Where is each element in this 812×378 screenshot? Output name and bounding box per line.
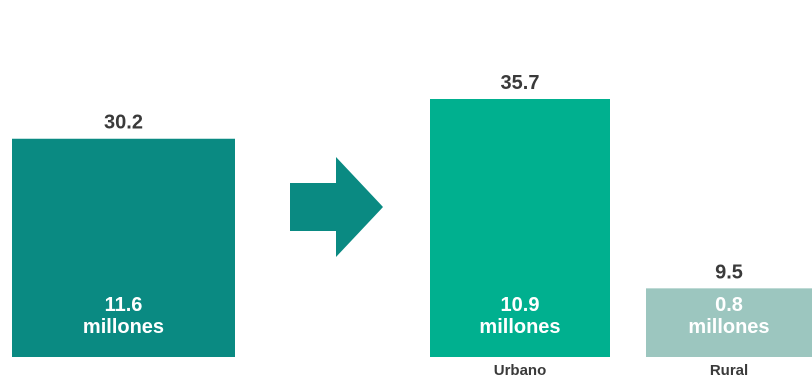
right-arrow-icon bbox=[290, 157, 383, 257]
bars-layer bbox=[12, 99, 812, 357]
bar-inner-unit: millones bbox=[479, 316, 560, 338]
bar-inner-value: 0.8 bbox=[715, 294, 743, 316]
bar-inner-unit: millones bbox=[688, 316, 769, 338]
bar-inner-value: 10.9 bbox=[501, 294, 540, 316]
data-label: 9.5 bbox=[715, 261, 743, 283]
data-label: 30.2 bbox=[104, 112, 143, 134]
bar bbox=[646, 288, 812, 357]
bar bbox=[12, 138, 235, 357]
bar bbox=[430, 99, 610, 357]
data-label: 35.7 bbox=[501, 72, 540, 94]
category-label: Rural bbox=[710, 362, 748, 378]
bar-inner-unit: millones bbox=[83, 316, 164, 338]
labels-layer: 30.211.6millones35.710.9millonesUrbano9.… bbox=[83, 72, 770, 378]
bar-inner-value: 11.6 bbox=[105, 294, 143, 316]
category-label: Urbano bbox=[494, 362, 547, 378]
